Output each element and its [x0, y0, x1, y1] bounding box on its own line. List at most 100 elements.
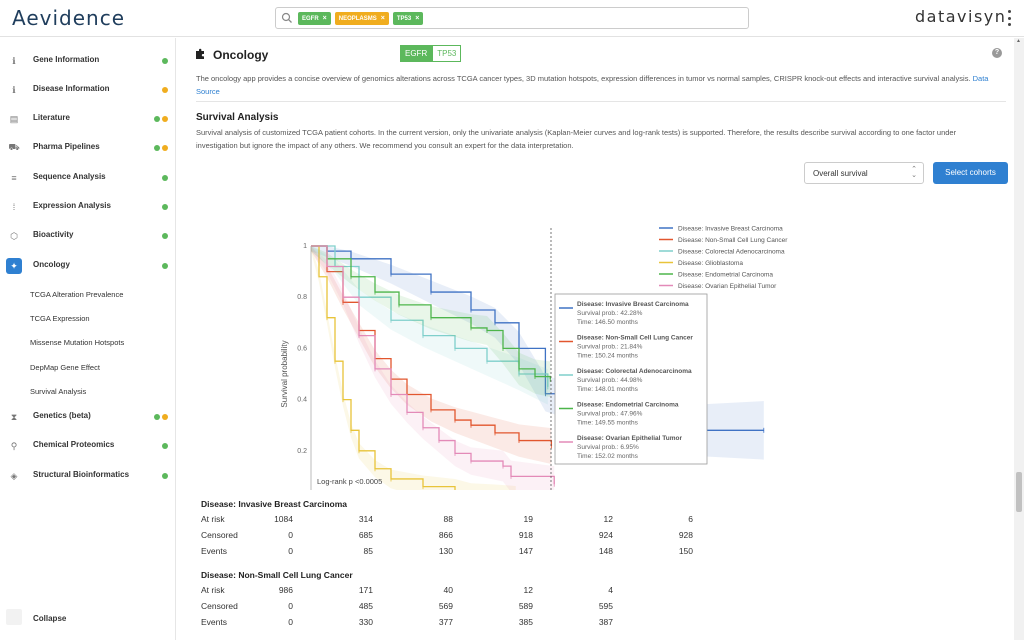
sidebar-subitem[interactable]: TCGA Expression — [30, 314, 90, 323]
sidebar-item-label: Sequence Analysis — [33, 172, 106, 181]
table-cell: 171 — [358, 585, 373, 595]
scrollbar-thumb[interactable] — [1016, 472, 1022, 512]
sidebar-item-disease-information[interactable]: ℹ Disease Information — [0, 76, 176, 105]
row-label: Censored — [201, 530, 238, 540]
gene-tag[interactable]: TP53 — [432, 45, 462, 62]
table-cell: 0 — [288, 530, 293, 540]
tooltip-disease: Disease: Colorectal Adenocarcinoma — [577, 368, 692, 375]
tooltip-time: Time: 146.50 months — [577, 319, 639, 326]
tooltip-disease: Disease: Endometrial Carcinoma — [577, 402, 679, 409]
data-source-link[interactable]: Data Source — [196, 74, 989, 96]
sidebar-item-pharma-pipelines[interactable]: ⛟ Pharma Pipelines — [0, 134, 176, 163]
survival-curve[interactable] — [311, 245, 516, 490]
table-cell: 150 — [678, 546, 693, 556]
confidence-band — [311, 246, 555, 490]
select-cohorts-button[interactable]: Select cohorts — [933, 162, 1008, 184]
sidebar-subitem[interactable]: TCGA Alteration Prevalence — [30, 290, 124, 299]
tooltip-time: Time: 152.02 months — [577, 453, 639, 460]
tooltip-prob: Survival prob.: 47.96% — [577, 411, 643, 418]
status-dots — [162, 204, 168, 210]
table-cell: 85 — [363, 546, 373, 556]
structure-icon: ◈ — [10, 470, 18, 481]
status-dot — [162, 175, 168, 181]
table-cell: 569 — [438, 601, 453, 611]
sidebar-item-gene-information[interactable]: ℹ Gene Information — [0, 47, 176, 76]
help-icon[interactable]: ? — [992, 48, 1002, 58]
sidebar-item-label: Literature — [33, 113, 70, 122]
close-icon[interactable]: × — [322, 15, 327, 22]
status-dot — [162, 233, 168, 239]
sidebar-item-label: Pharma Pipelines — [33, 142, 100, 151]
chip-label: TP53 — [396, 15, 412, 22]
gene-tag[interactable]: EGFR — [400, 45, 433, 62]
table-row: At risk 986 171 40 12 4 — [201, 583, 801, 599]
pin-icon: ⚲ — [10, 440, 18, 451]
status-dots — [154, 414, 168, 420]
row-label: Censored — [201, 601, 238, 611]
legend-label[interactable]: Disease: Colorectal Adenocarcinoma — [678, 249, 785, 256]
sidebar-item-bioactivity[interactable]: ⬡ Bioactivity — [0, 222, 176, 251]
sidebar-item-sequence-analysis[interactable]: ≡ Sequence Analysis — [0, 164, 176, 193]
legend-label[interactable]: Disease: Glioblastoma — [678, 260, 743, 267]
survival-type-select[interactable]: Overall survival ⌃ ⌄ — [804, 162, 924, 184]
scroll-up-arrow-icon[interactable]: ▲ — [1016, 38, 1021, 44]
sidebar-item-literature[interactable]: ▤ Literature — [0, 105, 176, 134]
sidebar-item-expression-analysis[interactable]: ⁞ Expression Analysis — [0, 193, 176, 222]
collapse-icon[interactable] — [6, 609, 22, 625]
table-cell: 986 — [278, 585, 293, 595]
section-title: Survival Analysis — [196, 112, 279, 123]
sidebar-item-oncology[interactable]: ✦ Oncology — [0, 252, 176, 281]
search-chip[interactable]: TP53 × — [392, 12, 424, 25]
sidebar-subitem[interactable]: Survival Analysis — [30, 387, 87, 396]
y-tick-label: 0.6 — [297, 345, 307, 352]
search-chip[interactable]: NEOPLASMS × — [334, 12, 389, 25]
legend-label[interactable]: Disease: Endometrial Carcinoma — [678, 272, 773, 279]
log-rank-annotation: Log-rank p <0.0005 — [317, 477, 382, 486]
sidebar-subitem[interactable]: Missense Mutation Hotspots — [30, 338, 125, 347]
status-dots — [162, 58, 168, 64]
search-input[interactable]: EGFR × NEOPLASMS × TP53 × — [275, 7, 749, 29]
table-cell: 40 — [443, 585, 453, 595]
sidebar-item-label: Bioactivity — [33, 230, 74, 239]
scrollbar[interactable]: ▲ — [1014, 38, 1024, 640]
more-menu-icon[interactable] — [1006, 10, 1012, 26]
confidence-band — [311, 246, 551, 398]
table-cell: 918 — [518, 530, 533, 540]
sidebar-item-chemical-proteomics[interactable]: ⚲ Chemical Proteomics — [0, 432, 176, 461]
page-title: Oncology — [213, 48, 269, 62]
puzzle-icon: ✦ — [6, 258, 22, 274]
section-description: Survival analysis of customized TCGA pat… — [196, 128, 957, 150]
sidebar-item-genetics-beta[interactable]: ⧗ Genetics (beta) — [0, 403, 176, 432]
table-cell: 314 — [358, 514, 373, 524]
app-logo[interactable]: Aevidence — [12, 6, 126, 30]
confidence-band — [311, 246, 548, 405]
legend-label[interactable]: Disease: Ovarian Epithelial Tumor — [678, 283, 777, 290]
table-cell: 148 — [598, 546, 613, 556]
survival-type-value: Overall survival — [813, 169, 868, 178]
legend-label[interactable]: Disease: Invasive Breast Carcinoma — [678, 226, 783, 233]
table-cell: 4 — [608, 585, 613, 595]
table-row: At risk 1084 314 88 19 12 6 — [201, 512, 801, 528]
chip-label: NEOPLASMS — [338, 15, 377, 22]
table-cell: 387 — [598, 617, 613, 627]
close-icon[interactable]: × — [380, 15, 385, 22]
search-chips: EGFR × NEOPLASMS × TP53 × — [298, 12, 424, 25]
info-icon: ℹ — [12, 55, 16, 66]
risk-table: Disease: Non-Small Cell Lung Cancer At ri… — [201, 567, 801, 631]
table-cell: 330 — [358, 617, 373, 627]
puzzle-icon — [194, 48, 206, 63]
legend-label[interactable]: Disease: Non-Small Cell Lung Cancer — [678, 237, 788, 244]
status-dot — [162, 263, 168, 269]
table-cell: 6 — [688, 514, 693, 524]
table-row: Events 0 330 377 385 387 — [201, 615, 801, 631]
sidebar-item-label: Gene Information — [33, 55, 100, 64]
survival-curve[interactable] — [311, 245, 551, 380]
close-icon[interactable]: × — [415, 15, 420, 22]
select-caret-icon: ⌃ ⌄ — [911, 166, 917, 179]
tooltip-prob: Survival prob.: 6.95% — [577, 444, 639, 451]
sidebar-subitem[interactable]: DepMap Gene Effect — [30, 363, 100, 372]
sidebar-item-structural-bioinformatics[interactable]: ◈ Structural Bioinformatics — [0, 462, 176, 491]
collapse-button[interactable]: Collapse — [33, 614, 67, 623]
y-axis-label: Survival probability — [280, 340, 289, 407]
search-chip[interactable]: EGFR × — [298, 12, 331, 25]
